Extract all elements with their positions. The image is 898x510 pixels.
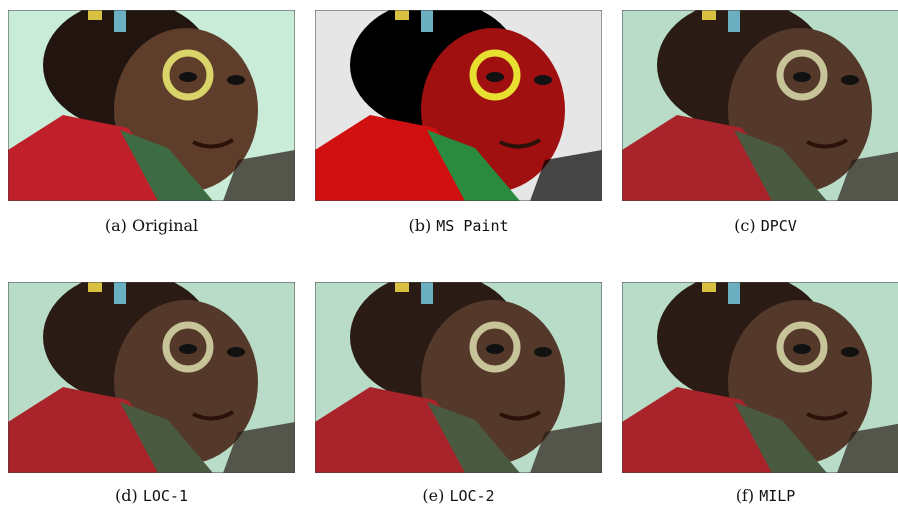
- caption: (d) LOC-1: [8, 486, 295, 505]
- caption-label: (a): [105, 216, 127, 235]
- caption-text: Original: [132, 216, 198, 235]
- caption-text: MILP: [759, 487, 795, 505]
- panel-image: [8, 282, 295, 473]
- panel-image: [8, 10, 295, 201]
- panel-image: [315, 282, 602, 473]
- panel-image: [622, 10, 898, 201]
- caption-label: (f): [736, 486, 754, 505]
- caption-text: MS Paint: [436, 217, 508, 235]
- caption-label: (c): [734, 216, 755, 235]
- caption-text: DPCV: [761, 217, 797, 235]
- caption: (c) DPCV: [622, 216, 898, 235]
- caption: (a) Original: [8, 216, 295, 235]
- panel-image: [315, 10, 602, 201]
- panel-image: [622, 282, 898, 473]
- caption-label: (e): [422, 486, 444, 505]
- figure-page: (a) Original (b) MS Paint (c) DPCV (d) L…: [0, 0, 898, 510]
- caption: (e) LOC-2: [315, 486, 602, 505]
- caption-text: LOC-2: [449, 487, 494, 505]
- caption: (b) MS Paint: [315, 216, 602, 235]
- caption-text: LOC-1: [143, 487, 188, 505]
- caption-label: (d): [115, 486, 138, 505]
- caption: (f) MILP: [622, 486, 898, 505]
- caption-label: (b): [408, 216, 431, 235]
